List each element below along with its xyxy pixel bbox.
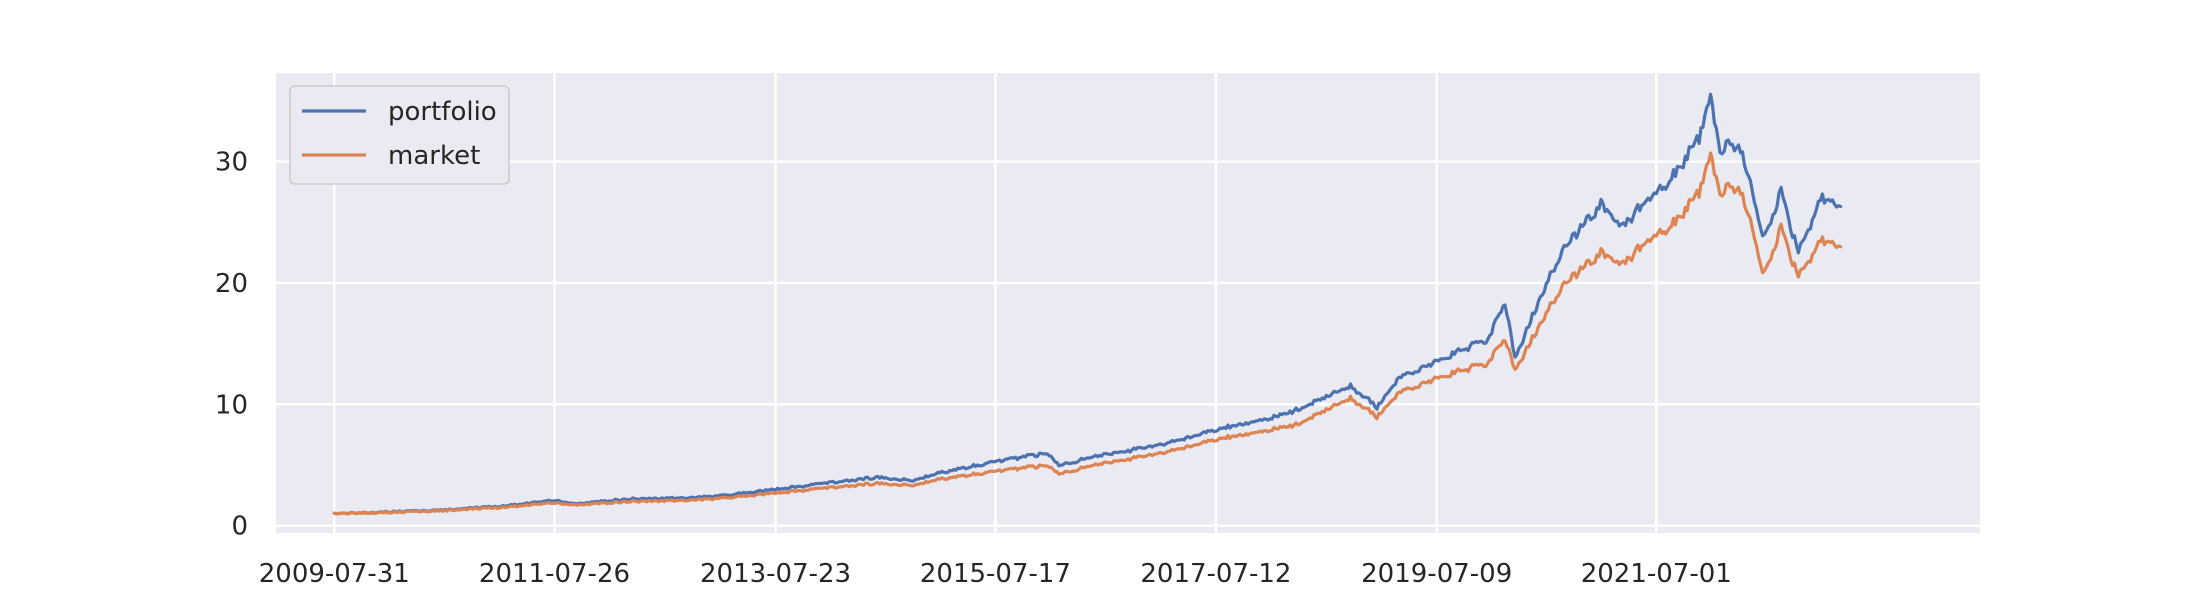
- x-axis-ticks: 2009-07-31 2011-07-26 2013-07-23 2015-07-17…: [259, 559, 1732, 589]
- x-tick-label: 2011-07-26: [479, 559, 630, 589]
- x-tick-label: 2017-07-12: [1140, 559, 1291, 589]
- grid: [276, 73, 1980, 533]
- y-tick-label: 10: [215, 390, 248, 420]
- x-tick-label: 2015-07-17: [920, 559, 1071, 589]
- series-line-market: [332, 151, 1843, 516]
- x-tick-label: 2019-07-09: [1361, 559, 1512, 589]
- y-axis-ticks: 0 10 20 30: [215, 148, 248, 542]
- legend: portfolio market: [289, 85, 510, 185]
- x-tick-label: 2009-07-31: [259, 559, 410, 589]
- y-tick-label: 20: [215, 269, 248, 299]
- x-tick-label: 2021-07-01: [1581, 559, 1732, 589]
- series-lines: [332, 92, 1843, 516]
- plot-area: [276, 73, 1980, 533]
- legend-label-market: market: [388, 141, 480, 171]
- legend-label-portfolio: portfolio: [388, 97, 497, 127]
- y-tick-label: 30: [215, 148, 248, 178]
- y-tick-label: 0: [231, 512, 248, 542]
- x-tick-label: 2013-07-23: [700, 559, 851, 589]
